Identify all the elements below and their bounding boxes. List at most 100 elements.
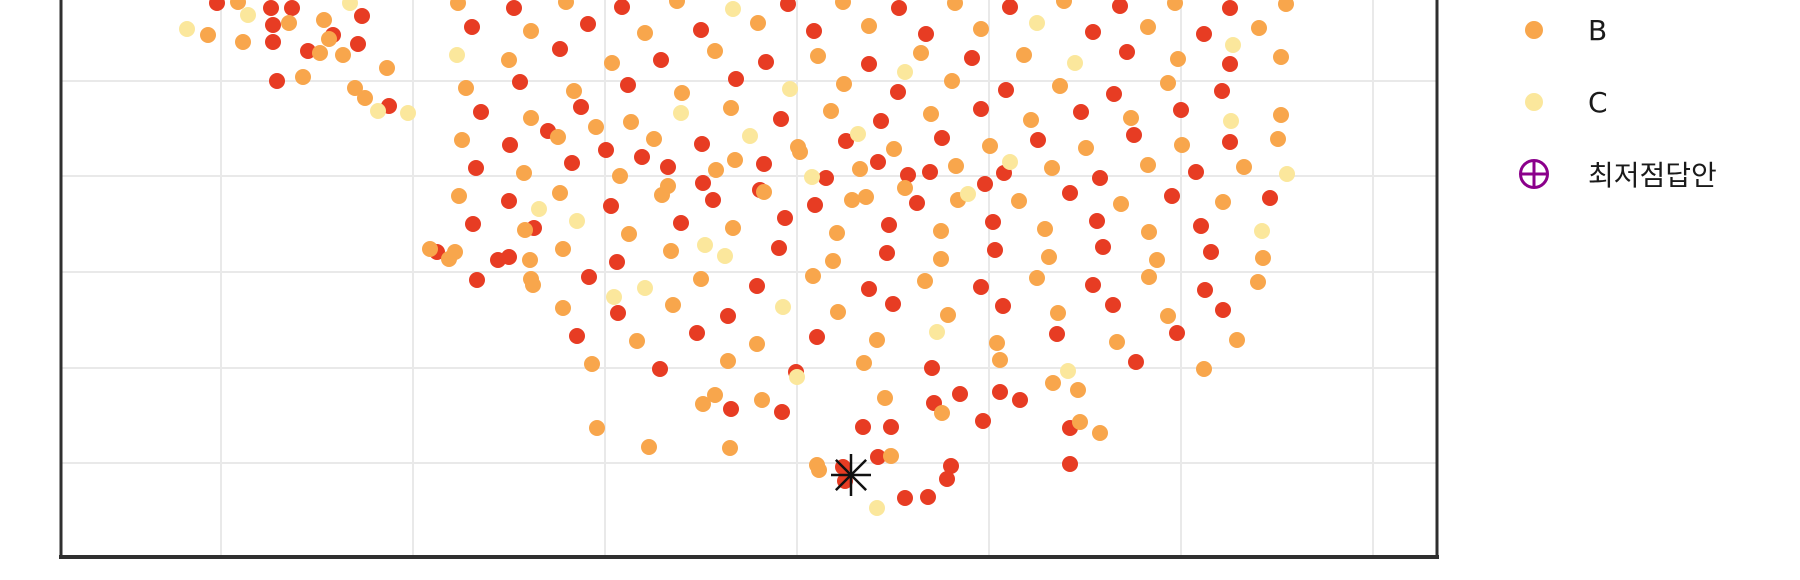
- scatter-point-B: [454, 132, 470, 148]
- scatter-point-unlabeled-red: [265, 34, 281, 50]
- scatter-point-unlabeled-red: [263, 0, 279, 16]
- scatter-point-B: [707, 43, 723, 59]
- scatter-point-B: [552, 185, 568, 201]
- scatter-point-B: [1174, 137, 1190, 153]
- scatter-point-B: [660, 178, 676, 194]
- scatter-point-unlabeled-red: [1089, 213, 1105, 229]
- scatter-point-B: [450, 0, 466, 11]
- scatter-point-B: [1167, 0, 1183, 11]
- scatter-point-B: [555, 241, 571, 257]
- scatter-point-B: [589, 420, 605, 436]
- scatter-point-B: [441, 251, 457, 267]
- scatter-point-unlabeled-red: [922, 164, 938, 180]
- scatter-point-unlabeled-red: [468, 160, 484, 176]
- scatter-point-B: [637, 25, 653, 41]
- scatter-point-B: [379, 60, 395, 76]
- scatter-point-B: [913, 45, 929, 61]
- scatter-point-C: [370, 103, 386, 119]
- scatter-point-C: [717, 248, 733, 264]
- legend-marker-lowest-wrap: [1506, 157, 1562, 191]
- scatter-point-unlabeled-red: [838, 133, 854, 149]
- scatter-point-unlabeled-red: [806, 23, 822, 39]
- scatter-point-B: [877, 390, 893, 406]
- scatter-point-unlabeled-red: [890, 84, 906, 100]
- scatter-point-unlabeled-red: [1196, 26, 1212, 42]
- scatter-point-B: [756, 184, 772, 200]
- scatter-point-B: [629, 333, 645, 349]
- scatter-point-B: [1250, 274, 1266, 290]
- scatter-point-unlabeled-red: [985, 214, 1001, 230]
- scatter-point-B: [727, 152, 743, 168]
- scatter-point-unlabeled-red: [807, 197, 823, 213]
- scatter-point-B: [1140, 157, 1156, 173]
- scatter-point-C: [400, 105, 416, 121]
- scatter-point-B: [321, 31, 337, 47]
- scatter-point-B: [623, 114, 639, 130]
- scatter-point-B: [933, 251, 949, 267]
- scatter-point-unlabeled-red: [728, 71, 744, 87]
- scatter-point-unlabeled-red: [1215, 302, 1231, 318]
- scatter-point-unlabeled-red: [673, 215, 689, 231]
- scatter-point-B: [1149, 252, 1165, 268]
- scatter-point-B: [1109, 334, 1125, 350]
- legend-item-lowest-answer: 최저점답안: [1506, 138, 1717, 210]
- scatter-point-B: [811, 462, 827, 478]
- scatter-point-unlabeled-red: [620, 77, 636, 93]
- scatter-point-B: [1273, 49, 1289, 65]
- scatter-point-B: [347, 80, 363, 96]
- scatter-point-B: [923, 106, 939, 122]
- scatter-point-unlabeled-red: [1030, 132, 1046, 148]
- asterisk-marker: [831, 454, 871, 496]
- scatter-point-unlabeled-red: [777, 210, 793, 226]
- scatter-point-B: [1092, 425, 1108, 441]
- scatter-point-unlabeled-red: [694, 136, 710, 152]
- scatter-point-B: [754, 392, 770, 408]
- scatter-point-B: [312, 45, 328, 61]
- scatter-point-unlabeled-red: [780, 0, 796, 12]
- scatter-point-unlabeled-red: [1222, 134, 1238, 150]
- scatter-point-B: [621, 226, 637, 242]
- scatter-point-unlabeled-red: [855, 419, 871, 435]
- scatter-point-unlabeled-red: [964, 50, 980, 66]
- scatter-point-unlabeled-red: [995, 298, 1011, 314]
- scatter-point-B: [869, 332, 885, 348]
- scatter-point-unlabeled-red: [573, 99, 589, 115]
- scatter-point-unlabeled-red: [490, 252, 506, 268]
- scatter-point-B: [1070, 382, 1086, 398]
- scatter-point-unlabeled-red: [771, 240, 787, 256]
- scatter-point-unlabeled-red: [506, 0, 522, 16]
- scatter-point-unlabeled-red: [464, 19, 480, 35]
- scatter-point-unlabeled-red: [1085, 277, 1101, 293]
- scatter-point-unlabeled-red: [634, 149, 650, 165]
- scatter-point-unlabeled-red: [1188, 164, 1204, 180]
- scatter-point-unlabeled-red: [1095, 239, 1111, 255]
- scatter-point-B: [523, 23, 539, 39]
- scatter-point-B: [858, 189, 874, 205]
- scatter-point-unlabeled-red: [1197, 282, 1213, 298]
- scatter-point-C: [742, 128, 758, 144]
- scatter-point-unlabeled-red: [705, 192, 721, 208]
- scatter-point-unlabeled-red: [918, 26, 934, 42]
- scatter-point-C: [1067, 55, 1083, 71]
- scatter-point-B: [612, 168, 628, 184]
- scatter-point-B: [695, 396, 711, 412]
- scatter-point-unlabeled-red: [1002, 0, 1018, 15]
- scatter-point-C: [782, 81, 798, 97]
- scatter-point-B: [723, 100, 739, 116]
- scatter-point-unlabeled-red: [209, 0, 225, 11]
- scatter-point-B: [992, 352, 1008, 368]
- scatter-point-C: [869, 500, 885, 516]
- scatter-point-unlabeled-red: [891, 0, 907, 16]
- scatter-point-B: [1236, 159, 1252, 175]
- legend-label-lowest-answer: 최저점답안: [1588, 159, 1717, 192]
- scatter-point-unlabeled-red: [883, 419, 899, 435]
- scatter-point-B: [825, 253, 841, 269]
- scatter-point-B: [944, 73, 960, 89]
- scatter-point-B: [566, 83, 582, 99]
- scatter-point-B: [517, 222, 533, 238]
- scatter-point-unlabeled-red: [610, 305, 626, 321]
- scatter-point-C: [1279, 166, 1295, 182]
- scatter-point-C: [697, 237, 713, 253]
- scatter-point-C: [789, 369, 805, 385]
